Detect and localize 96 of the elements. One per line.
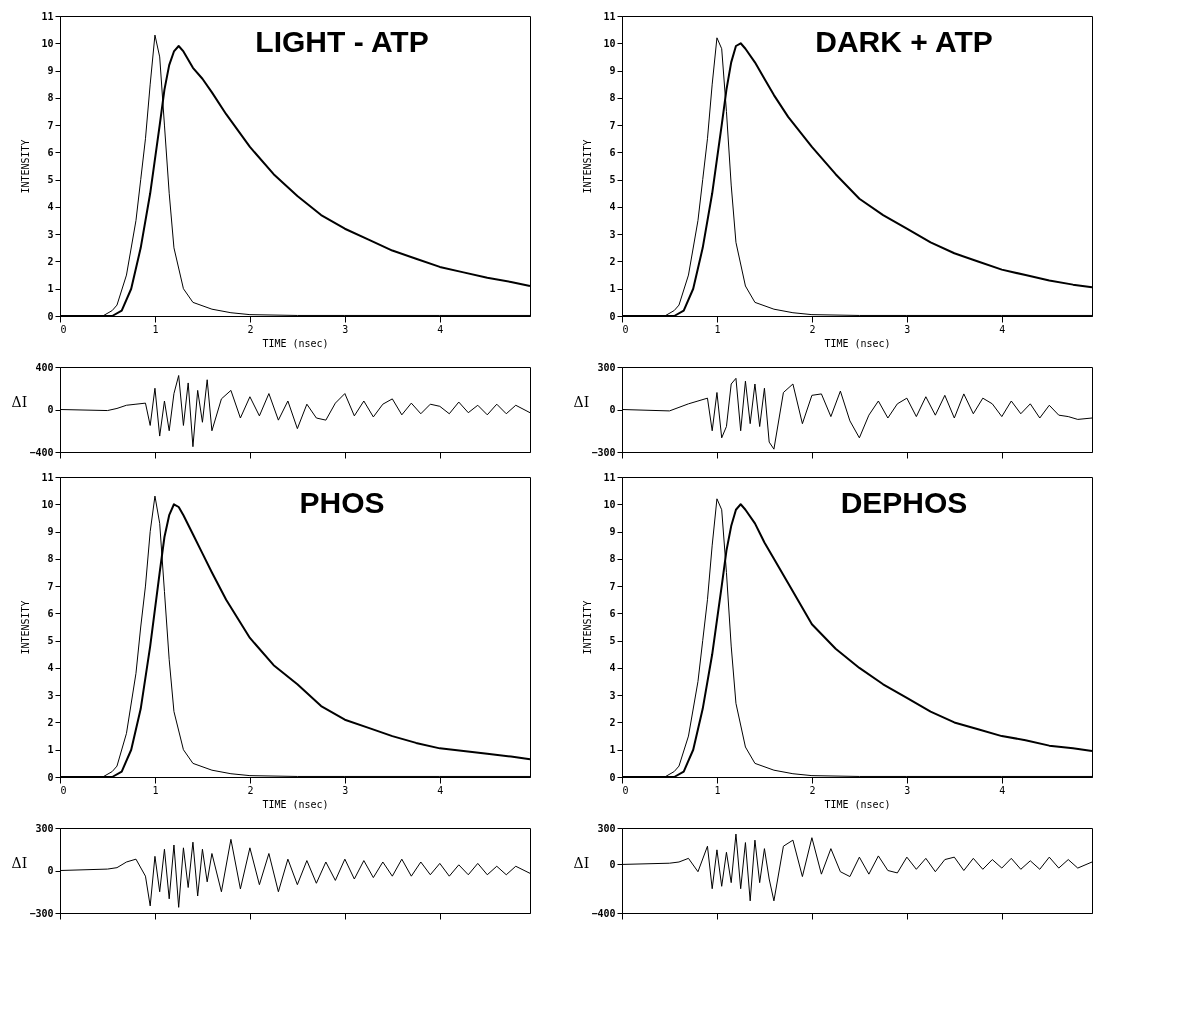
y-tick-label: 7 [609,119,616,131]
chart-title: DARK + ATP [815,25,993,58]
y-tick-label: 6 [609,146,616,158]
y-tick-label: 9 [47,526,54,538]
x-tick-label: 4 [999,784,1006,796]
y-tick-label: 7 [609,580,616,592]
y-tick-label: −300 [29,907,54,919]
y-axis-title: ΔI [573,855,590,871]
y-tick-label: 300 [35,822,54,834]
y-tick-label: 1 [609,283,616,295]
y-tick-label: 0 [47,404,54,415]
x-tick-label: 4 [437,784,444,796]
y-tick-label: 4 [609,662,616,674]
x-tick-label: 1 [152,323,159,335]
x-tick-label: 0 [622,323,629,335]
y-tick-label: 2 [47,255,54,267]
y-tick-label: 0 [47,771,54,783]
y-tick-label: 3 [47,689,54,701]
y-tick-label: 5 [609,174,616,186]
x-tick-label: 3 [342,323,349,335]
x-tick-label: 2 [809,323,816,335]
y-tick-label: −400 [29,446,54,458]
y-tick-label: 10 [603,37,616,49]
y-tick-label: 3 [609,689,616,701]
x-tick-label: 4 [999,323,1006,335]
y-tick-label: 8 [609,553,616,565]
y-tick-label: 0 [47,865,54,876]
y-tick-label: 0 [609,771,616,783]
y-tick-label: 0 [609,310,616,322]
x-tick-label: 3 [904,784,911,796]
y-tick-label: 2 [609,255,616,267]
y-tick-label: 1 [47,744,54,756]
y-axis-title: ΔI [11,855,28,871]
x-tick-label: 0 [622,784,629,796]
x-tick-label: 0 [60,323,67,335]
y-tick-label: 1 [609,744,616,756]
y-tick-label: 11 [41,471,54,483]
y-tick-label: 0 [609,858,616,870]
y-tick-label: 0 [47,310,54,322]
y-axis-title: INTENSITY [20,600,32,655]
x-tick-label: 2 [247,784,254,796]
x-tick-label: 2 [809,784,816,796]
x-tick-label: 3 [342,784,349,796]
y-tick-label: 9 [609,65,616,77]
y-tick-label: 1 [47,283,54,295]
y-tick-label: 300 [597,822,616,834]
y-tick-label: 4 [47,201,54,213]
y-tick-label: 7 [47,119,54,131]
y-tick-label: −300 [591,446,616,458]
y-tick-label: 400 [35,361,54,373]
y-tick-label: 6 [47,146,54,158]
x-axis-title: TIME (nsec) [824,798,891,810]
y-tick-label: 3 [47,228,54,240]
x-tick-label: 0 [60,784,67,796]
y-tick-label: −400 [591,907,616,919]
y-tick-label: 9 [609,526,616,538]
y-tick-label: 300 [597,361,616,373]
x-axis-title: TIME (nsec) [824,337,891,349]
y-axis-title: ΔI [11,394,28,410]
x-tick-label: 1 [152,784,159,796]
x-tick-label: 3 [904,323,911,335]
y-tick-label: 8 [47,553,54,565]
y-tick-label: 8 [609,92,616,104]
y-tick-label: 3 [609,228,616,240]
chart-title: LIGHT - ATP [255,25,429,58]
y-tick-label: 4 [47,662,54,674]
chart-title: PHOS [299,486,385,519]
y-tick-label: 6 [609,607,616,619]
x-axis-title: TIME (nsec) [262,798,329,810]
y-tick-label: 6 [47,607,54,619]
y-tick-label: 2 [609,716,616,728]
y-axis-title: ΔI [573,394,590,410]
y-tick-label: 10 [41,498,54,510]
y-axis-title: INTENSITY [582,139,594,194]
y-tick-label: 7 [47,580,54,592]
x-tick-label: 1 [714,784,721,796]
x-tick-label: 2 [247,323,254,335]
chart-title: DEPHOS [840,486,968,519]
y-tick-label: 10 [603,498,616,510]
x-tick-label: 4 [437,323,444,335]
y-tick-label: 0 [609,404,616,415]
y-tick-label: 4 [609,201,616,213]
y-tick-label: 11 [603,471,616,483]
x-tick-label: 1 [714,323,721,335]
y-tick-label: 2 [47,716,54,728]
y-tick-label: 5 [47,635,54,647]
y-tick-label: 5 [47,174,54,186]
y-tick-label: 8 [47,92,54,104]
y-tick-label: 5 [609,635,616,647]
y-tick-label: 11 [603,10,616,22]
x-axis-title: TIME (nsec) [262,337,329,349]
y-axis-title: INTENSITY [20,139,32,194]
y-tick-label: 9 [47,65,54,77]
y-tick-label: 11 [41,10,54,22]
y-axis-title: INTENSITY [582,600,594,655]
y-tick-label: 10 [41,37,54,49]
